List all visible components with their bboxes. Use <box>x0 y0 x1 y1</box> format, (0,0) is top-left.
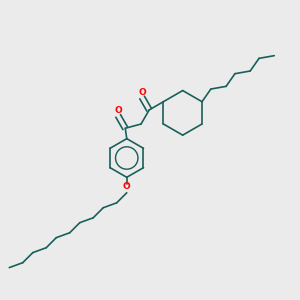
Text: O: O <box>138 88 146 97</box>
Text: O: O <box>123 182 130 191</box>
Text: O: O <box>114 106 122 115</box>
